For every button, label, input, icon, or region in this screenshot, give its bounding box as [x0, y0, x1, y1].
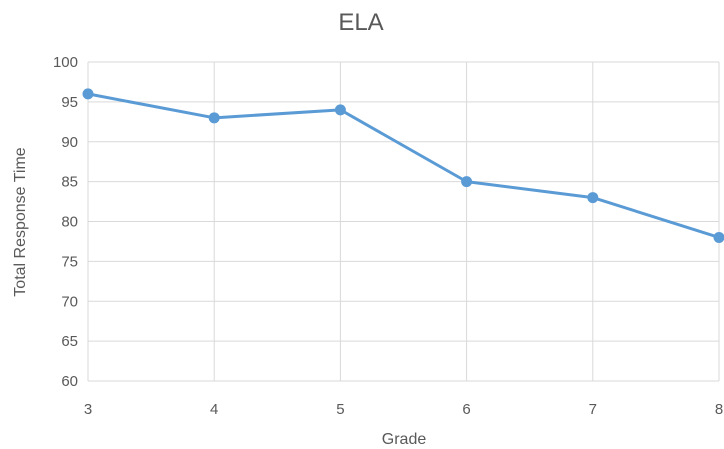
series-line: [87, 92, 720, 239]
y-tick-label: 85: [61, 174, 78, 191]
data-point: [334, 104, 346, 116]
data-point: [82, 88, 94, 100]
y-tick-label: 70: [61, 293, 78, 310]
x-tick-label: 3: [84, 401, 92, 418]
y-tick-label: 75: [61, 253, 78, 270]
y-tick-label: 80: [61, 214, 78, 231]
series-layer: [82, 88, 724, 243]
x-tick-label: 4: [210, 401, 218, 418]
gridlines: [87, 61, 720, 382]
y-tick-label: 95: [61, 94, 78, 111]
x-axis-ticks: 3 4 5 6 7 8: [84, 401, 723, 418]
y-tick-label: 90: [61, 134, 78, 151]
x-axis-label: Grade: [382, 431, 427, 448]
x-tick-label: 7: [589, 401, 597, 418]
y-tick-label: 60: [61, 373, 78, 390]
data-point: [208, 112, 220, 124]
y-tick-label: 65: [61, 333, 78, 350]
x-tick-label: 6: [462, 401, 470, 418]
y-axis-label: Total Response Time: [12, 147, 29, 297]
data-point: [587, 192, 599, 204]
data-point: [713, 231, 724, 243]
y-axis-ticks: 60 65 70 75 80 85 90 95 100: [53, 54, 78, 390]
data-point: [461, 176, 473, 188]
chart-title: ELA: [338, 9, 383, 36]
x-tick-label: 5: [336, 401, 344, 418]
y-tick-label: 100: [53, 54, 78, 71]
x-tick-label: 8: [715, 401, 723, 418]
